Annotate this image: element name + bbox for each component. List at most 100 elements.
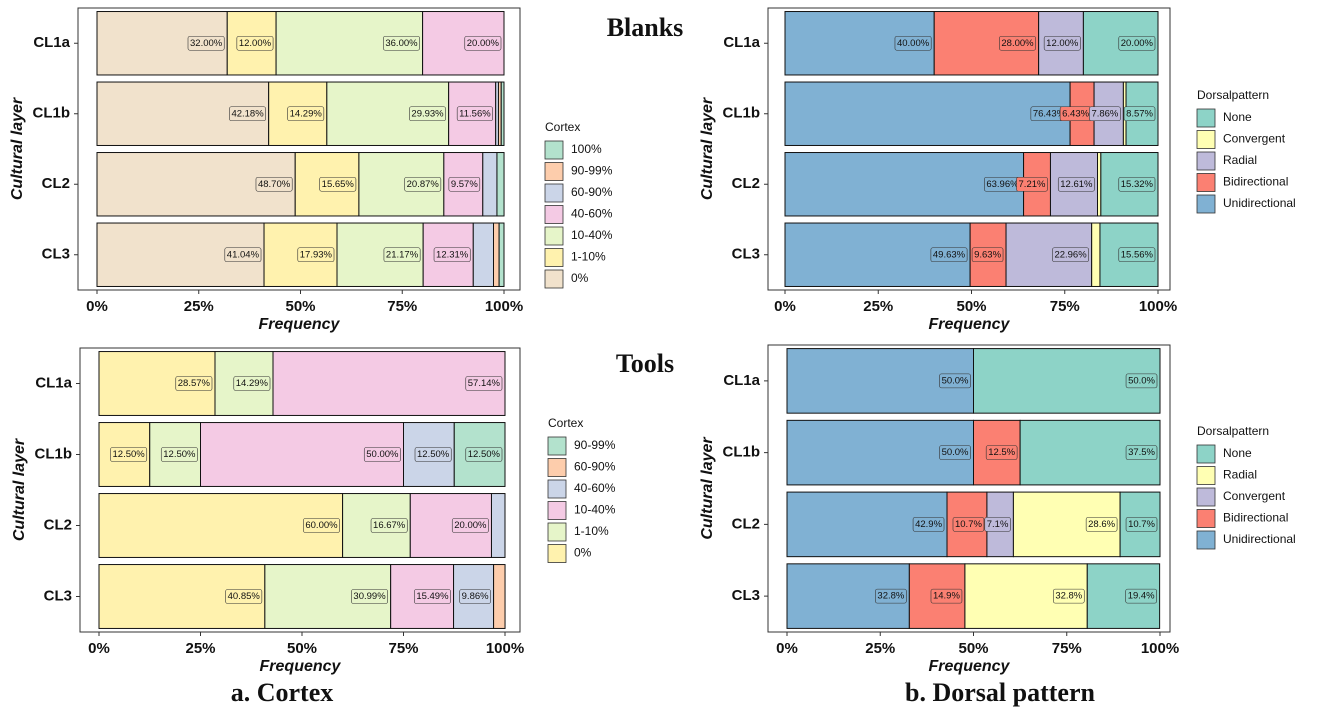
value-label: 28.6%	[1088, 519, 1115, 530]
legend-label: Bidirectional	[1223, 511, 1288, 525]
y-tick-label: CL3	[42, 246, 70, 263]
value-label-box	[1125, 445, 1158, 460]
plot-frame	[767, 7, 1171, 291]
legend-swatch	[544, 183, 564, 203]
value-label-box	[456, 106, 493, 122]
value-label: 32.8%	[1055, 591, 1082, 602]
legend-title: Dorsalpattern	[1197, 88, 1269, 102]
value-label-box	[303, 518, 340, 533]
value-label-box	[433, 247, 471, 263]
legend-swatch	[544, 248, 564, 267]
value-label-box	[110, 447, 148, 462]
value-label: 12.50%	[417, 449, 450, 460]
y-tick-label: CL3	[732, 246, 760, 263]
value-label: 57.14%	[468, 378, 501, 389]
value-label: 60.00%	[305, 520, 338, 531]
value-label: 42.18%	[231, 108, 264, 119]
value-label: 8.57%	[1126, 108, 1153, 119]
bar-segment	[498, 222, 505, 287]
legend-label: 60-90%	[574, 460, 616, 474]
x-tick-label: 100%	[1141, 640, 1179, 657]
y-tick-label: CL1a	[35, 374, 72, 391]
value-label: 32.8%	[877, 591, 904, 602]
legend-label: 100%	[571, 142, 602, 156]
value-label-box	[383, 247, 421, 263]
bar-segment	[472, 222, 494, 287]
value-label: 20.00%	[454, 520, 487, 531]
value-label-box	[363, 447, 401, 462]
value-label-box	[409, 106, 446, 122]
x-axis-title: Frequency	[259, 316, 341, 333]
plot-frame	[767, 344, 1171, 633]
legend-label: None	[1223, 446, 1252, 460]
value-label: 15.32%	[1121, 179, 1154, 190]
value-label-box	[1123, 106, 1156, 122]
value-label-box	[1125, 517, 1158, 532]
value-label: 12.50%	[163, 449, 196, 460]
x-tick-label: 50%	[287, 640, 317, 657]
legend-swatch	[544, 140, 564, 160]
value-label: 50.0%	[942, 375, 969, 386]
bar-segment	[482, 152, 498, 217]
value-label: 12.50%	[468, 449, 501, 460]
value-label-box	[287, 106, 325, 122]
x-tick-label: 0%	[774, 298, 796, 315]
y-tick-label: CL2	[732, 175, 760, 192]
value-label: 50.0%	[942, 447, 969, 458]
value-label-box	[939, 445, 971, 460]
bar-segment	[784, 81, 1071, 146]
bar-segment	[490, 493, 506, 558]
value-label: 76.43%	[1033, 108, 1066, 119]
row-label: Blanks	[607, 13, 684, 42]
value-label-box	[255, 176, 293, 192]
value-label: 29.93%	[411, 108, 444, 119]
y-tick-label: CL1b	[33, 105, 71, 122]
value-label-box	[297, 247, 335, 263]
y-tick-label: CL3	[732, 587, 760, 604]
value-label: 49.63%	[933, 249, 966, 260]
value-label-box	[1118, 35, 1156, 51]
legend-label: 0%	[571, 271, 589, 285]
legend-label: Radial	[1223, 468, 1257, 482]
value-label-box	[952, 517, 985, 532]
x-tick-label: 50%	[285, 298, 315, 315]
y-tick-label: CL1b	[723, 444, 761, 461]
value-label: 11.56%	[459, 108, 491, 119]
value-label-box	[1118, 247, 1156, 263]
value-label: 14.29%	[236, 378, 269, 389]
value-label-box	[464, 35, 502, 51]
value-label-box	[370, 518, 408, 533]
value-label: 17.93%	[300, 249, 333, 260]
y-tick-label: CL1b	[723, 105, 761, 122]
x-tick-label: 25%	[185, 640, 215, 657]
value-label-box	[1043, 35, 1081, 51]
value-label: 40.85%	[228, 591, 261, 602]
x-tick-label: 50%	[956, 298, 986, 315]
x-tick-label: 0%	[88, 640, 110, 657]
legend-swatch	[1196, 444, 1216, 464]
value-label: 12.61%	[1060, 179, 1093, 190]
y-tick-label: CL2	[44, 516, 72, 533]
x-tick-label: 75%	[387, 298, 417, 315]
legend-swatch	[1196, 194, 1216, 214]
value-label: 50.00%	[366, 449, 399, 460]
value-label: 20.87%	[407, 179, 440, 190]
value-label-box	[1053, 588, 1085, 604]
value-label: 12.5%	[988, 447, 1015, 458]
value-label: 12.50%	[113, 449, 146, 460]
value-label-box	[894, 35, 932, 51]
value-label: 9.57%	[451, 179, 478, 190]
x-axis-title: Frequency	[929, 658, 1011, 675]
value-label: 30.99%	[353, 591, 386, 602]
legend-swatch	[547, 501, 567, 520]
legend-swatch	[547, 436, 567, 456]
legend-swatch	[1196, 487, 1216, 507]
legend-label: 10-40%	[571, 228, 613, 242]
legend-swatch	[544, 205, 564, 224]
value-label: 32.00%	[190, 38, 223, 49]
bar-segment	[786, 491, 948, 558]
legend-swatch	[1196, 173, 1216, 192]
value-label: 12.00%	[239, 38, 272, 49]
legend-label: 40-60%	[574, 481, 616, 495]
